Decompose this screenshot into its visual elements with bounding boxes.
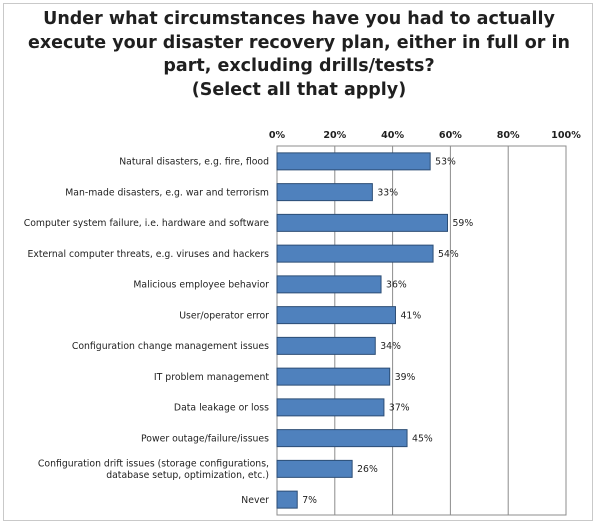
bar bbox=[276, 490, 298, 509]
category-label: Computer system failure, i.e. hardware a… bbox=[24, 218, 270, 229]
bar bbox=[276, 183, 373, 202]
data-label: 53% bbox=[435, 157, 456, 168]
chart-title-line-3: part, excluding drills/tests? bbox=[163, 56, 435, 76]
bar bbox=[276, 367, 391, 386]
category-label: Configuration change management issues bbox=[72, 341, 269, 352]
data-label: 45% bbox=[412, 433, 433, 444]
category-label: Power outage/failure/issues bbox=[141, 433, 269, 444]
category-label: Data leakage or loss bbox=[174, 403, 269, 414]
data-label: 26% bbox=[357, 464, 378, 475]
data-label: 33% bbox=[377, 187, 398, 198]
chart-title-line-1: Under what circumstances have you had to… bbox=[43, 9, 555, 29]
bar bbox=[276, 398, 385, 417]
chart-title-line-4: (Select all that apply) bbox=[191, 79, 407, 100]
chart-title-line-2: execute your disaster recovery plan, eit… bbox=[28, 32, 570, 53]
category-label: IT problem management bbox=[154, 372, 269, 383]
category-label: Natural disasters, e.g. fire, flood bbox=[119, 157, 269, 168]
x-tick-label: 60% bbox=[439, 130, 462, 141]
data-label: 37% bbox=[389, 403, 410, 414]
plot-area bbox=[276, 145, 567, 516]
bar bbox=[276, 152, 431, 171]
x-tick-label: 100% bbox=[551, 130, 581, 141]
data-label: 36% bbox=[386, 280, 407, 291]
category-label: Never bbox=[241, 495, 269, 506]
data-label: 59% bbox=[453, 218, 474, 229]
bar bbox=[276, 429, 408, 448]
chart-title: Under what circumstances have you had to… bbox=[0, 8, 598, 102]
bar bbox=[276, 213, 449, 232]
category-label: User/operator error bbox=[179, 310, 269, 321]
category-label: Man-made disasters, e.g. war and terrori… bbox=[65, 187, 269, 198]
data-label: 41% bbox=[400, 310, 421, 321]
x-tick-label: 80% bbox=[497, 130, 520, 141]
data-label: 7% bbox=[302, 495, 317, 506]
category-label: Malicious employee behavior bbox=[133, 280, 269, 291]
bar bbox=[276, 275, 382, 294]
data-label: 54% bbox=[438, 249, 459, 260]
x-tick-label: 20% bbox=[323, 130, 346, 141]
data-label: 34% bbox=[380, 341, 401, 352]
bar bbox=[276, 306, 396, 325]
x-tick-label: 40% bbox=[381, 130, 404, 141]
x-tick-label: 0% bbox=[269, 130, 286, 141]
data-label: 39% bbox=[395, 372, 416, 383]
bar bbox=[276, 336, 376, 355]
category-label: Configuration drift issues (storage conf… bbox=[38, 458, 269, 481]
category-label: External computer threats, e.g. viruses … bbox=[27, 249, 269, 260]
bar bbox=[276, 459, 353, 478]
bar bbox=[276, 244, 434, 263]
